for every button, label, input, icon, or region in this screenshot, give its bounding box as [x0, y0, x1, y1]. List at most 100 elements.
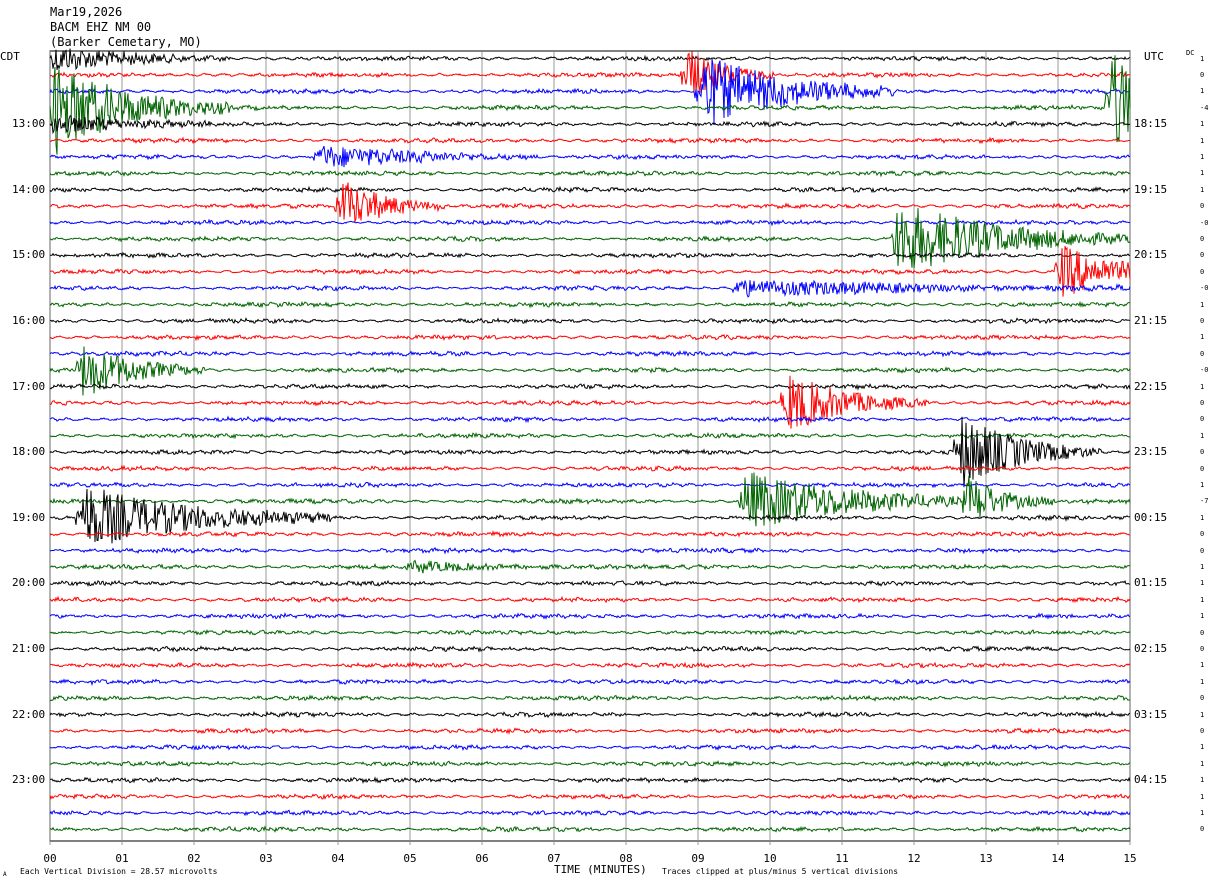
trace-line: [49, 245, 1131, 297]
x-tick-label: 14: [1051, 852, 1065, 865]
trace-line: [50, 136, 1131, 145]
x-tick-label: 01: [115, 852, 128, 865]
trace-line: [49, 346, 1131, 396]
dc-offset-value: 1: [1200, 54, 1205, 63]
x-tick-label: 11: [835, 852, 848, 865]
dc-label: DC: [1186, 49, 1195, 57]
dc-offset-value: 1: [1200, 152, 1205, 161]
trace-line: [49, 760, 1131, 768]
trace-line: [49, 415, 1131, 424]
trace-line: [49, 48, 1131, 71]
dc-offset-value: 0: [1200, 267, 1205, 276]
trace-line: [49, 350, 1131, 358]
dc-offset-value: 1: [1200, 185, 1205, 194]
trace-line: [49, 208, 1131, 269]
x-tick-label: 02: [187, 852, 200, 865]
left-hour-label: 18:00: [12, 445, 46, 459]
dc-offset-value: 1: [1200, 661, 1205, 670]
dc-offset-value: 0: [1200, 70, 1205, 79]
dc-offset-value: 0: [1200, 628, 1205, 637]
dc-offset-value: 1: [1200, 382, 1205, 391]
station-label: BACM EHZ NM 00: [50, 20, 152, 34]
plot-frame: [49, 50, 1131, 842]
dc-offset-value: 0: [1200, 825, 1205, 834]
trace-line: [49, 300, 1131, 309]
dc-offset-value: 1: [1200, 776, 1205, 785]
right-hour-label: 04:15: [1134, 773, 1168, 787]
dc-offset-value: 1: [1200, 562, 1205, 571]
trace-line: [49, 182, 1131, 222]
right-timezone-label: UTC: [1144, 50, 1164, 63]
trace-line: [49, 185, 1131, 194]
dc-offset-value: 0: [1200, 251, 1205, 260]
dc-offset-value: 1: [1200, 792, 1205, 801]
trace-line: [49, 776, 1131, 784]
dc-offset-value: -7: [1200, 497, 1209, 506]
left-hour-label: 17:00: [12, 379, 46, 393]
dc-offset-value: 1: [1200, 612, 1205, 621]
dc-offset-value: -0: [1200, 284, 1209, 293]
left-hour-label: 23:00: [12, 773, 46, 787]
left-hour-label: 22:00: [12, 707, 46, 721]
trace-line: [49, 595, 1131, 604]
dc-offset-value: 1: [1200, 87, 1205, 96]
dc-offset-value: 0: [1200, 316, 1205, 325]
dc-offset-value: 1: [1200, 513, 1205, 522]
dc-offset-value: 0: [1200, 546, 1205, 555]
x-tick-label: 08: [619, 852, 632, 865]
dc-offset-value: 1: [1200, 120, 1205, 129]
right-hour-label: 21:15: [1134, 313, 1168, 327]
trace-line: [49, 743, 1130, 752]
left-hour-label: 14:00: [12, 182, 46, 196]
left-hour-label: 15:00: [12, 248, 46, 262]
dc-offset-value: 0: [1200, 464, 1205, 473]
left-hour-label: 13:00: [12, 117, 46, 131]
corner-mark: A: [3, 871, 7, 878]
trace-line: [49, 218, 1131, 227]
seismic-traces: [49, 48, 1131, 833]
dc-offset-value: 1: [1200, 677, 1205, 686]
dc-offset-value: 1: [1200, 743, 1205, 752]
dc-offset-value: 0: [1200, 415, 1205, 424]
trace-line: [49, 809, 1131, 817]
trace-line: [49, 170, 1131, 178]
trace-line: [49, 727, 1131, 735]
dc-offset-value: 1: [1200, 579, 1205, 588]
trace-line: [49, 661, 1131, 669]
scale-note: Each Vertical Division = 28.57 microvolt…: [20, 867, 218, 876]
x-tick-label: 04: [331, 852, 345, 865]
trace-line: [49, 382, 1131, 391]
trace-line: [49, 612, 1131, 620]
right-hour-label: 20:15: [1134, 248, 1168, 262]
trace-line: [49, 55, 1131, 155]
dc-offset-value: 1: [1200, 808, 1205, 817]
right-hour-label: 18:15: [1134, 117, 1168, 131]
trace-line: [50, 431, 1131, 440]
trace-line: [49, 481, 1131, 489]
right-hour-label: 03:15: [1134, 707, 1168, 721]
grid-lines: [49, 51, 1131, 845]
x-tick-label: 10: [763, 852, 776, 865]
x-axis-title: TIME (MINUTES): [554, 863, 647, 876]
x-tick-label: 03: [259, 852, 272, 865]
dc-offset-value: 0: [1200, 398, 1205, 407]
dc-offset-value: 1: [1200, 480, 1205, 489]
right-hour-label: 02:15: [1134, 641, 1168, 655]
trace-line: [49, 694, 1131, 702]
dc-offset-value: 1: [1200, 333, 1205, 342]
dc-offset-value: 0: [1200, 530, 1205, 539]
dc-offset-value: 0: [1200, 694, 1205, 703]
right-hour-label: 22:15: [1134, 379, 1168, 393]
trace-line: [49, 251, 1131, 259]
right-hour-label: 00:15: [1134, 510, 1168, 524]
trace-line: [49, 58, 1131, 124]
trace-line: [49, 416, 1131, 488]
location-label: (Barker Cemetary, MO): [50, 35, 202, 49]
trace-line: [49, 678, 1131, 686]
right-hour-label: 01:15: [1134, 576, 1168, 590]
trace-line: [49, 472, 1131, 527]
trace-line: [49, 547, 1131, 555]
left-hour-label: 20:00: [12, 576, 46, 590]
x-tick-label: 06: [475, 852, 488, 865]
